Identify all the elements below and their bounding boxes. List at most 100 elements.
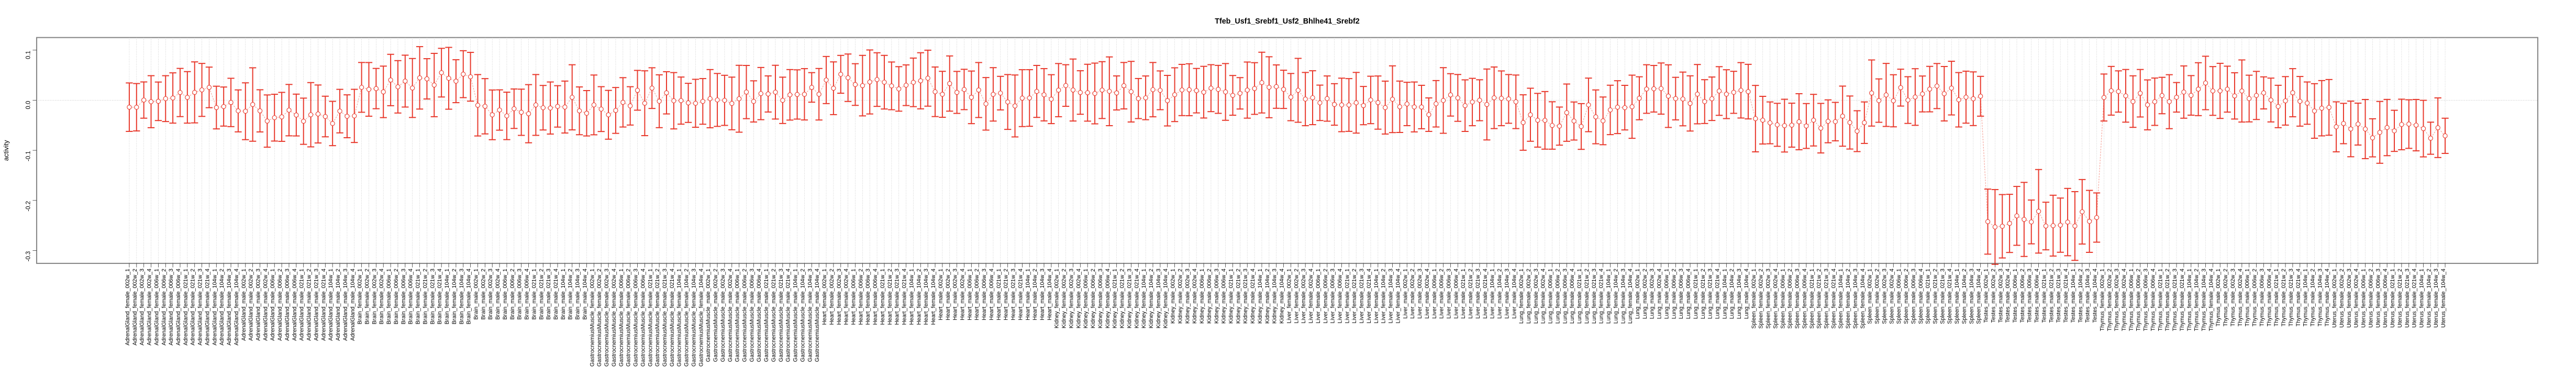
svg-text:Thymus_female_104w_4: Thymus_female_104w_4	[2208, 269, 2214, 331]
svg-text:AdrenalGland_male_104w_2: AdrenalGland_male_104w_2	[335, 269, 341, 341]
svg-text:Brain_male_104w_1: Brain_male_104w_1	[560, 269, 567, 319]
svg-text:Spleen_male_104w_1: Spleen_male_104w_1	[1954, 269, 1960, 324]
svg-text:Spleen_male_006w_4: Spleen_male_006w_4	[1918, 269, 1924, 324]
svg-text:Lung_female_002w_4: Lung_female_002w_4	[1540, 269, 1547, 324]
svg-text:Testes_male_006w_1: Testes_male_006w_1	[2012, 269, 2018, 323]
svg-text:Kidney_female_006w_3: Kidney_female_006w_3	[1097, 269, 1104, 328]
svg-text:Kidney_female_104w_2: Kidney_female_104w_2	[1148, 269, 1154, 328]
svg-text:AdrenalGland_female_006w_3: AdrenalGland_female_006w_3	[168, 269, 174, 346]
svg-text:Spleen_female_104w_2: Spleen_female_104w_2	[1845, 269, 1851, 329]
svg-text:AdrenalGland_male_002w_3: AdrenalGland_male_002w_3	[256, 269, 262, 341]
svg-text:Brain_male_006w_1: Brain_male_006w_1	[502, 269, 508, 319]
svg-text:Lung_female_104w_3: Lung_female_104w_3	[1620, 269, 1626, 324]
svg-text:AdrenalGland_female_002w_1: AdrenalGland_female_002w_1	[125, 269, 131, 346]
svg-text:Uterus_female_002w_1: Uterus_female_002w_1	[2331, 269, 2338, 328]
svg-text:Liver_male_002w_4: Liver_male_002w_4	[1424, 269, 1430, 319]
svg-text:AdrenalGland_female_021w_4: AdrenalGland_female_021w_4	[204, 269, 210, 346]
svg-text:Testes_male_104w_2: Testes_male_104w_2	[2078, 269, 2084, 323]
svg-text:Uterus_female_006w_4: Uterus_female_006w_4	[2382, 269, 2389, 328]
svg-text:Spleen_female_104w_3: Spleen_female_104w_3	[1852, 269, 1859, 329]
svg-text:Brain_female_006w_2: Brain_female_006w_2	[393, 269, 399, 324]
svg-text:Uterus_female_021w_2: Uterus_female_021w_2	[2397, 269, 2403, 328]
svg-text:Liver_female_006w_1: Liver_female_006w_1	[1315, 269, 1322, 324]
svg-text:AdrenalGland_female_002w_2: AdrenalGland_female_002w_2	[132, 269, 138, 346]
svg-text:Brain_male_006w_2: Brain_male_006w_2	[509, 269, 516, 319]
svg-text:Uterus_female_006w_1: Uterus_female_006w_1	[2361, 269, 2367, 328]
svg-text:Spleen_male_002w_1: Spleen_male_002w_1	[1867, 269, 1873, 324]
svg-text:Kidney_female_104w_3: Kidney_female_104w_3	[1156, 269, 1162, 328]
svg-text:Heart_male_002w_1: Heart_male_002w_1	[938, 269, 944, 320]
svg-text:Kidney_female_002w_3: Kidney_female_002w_3	[1068, 269, 1074, 328]
svg-text:Liver_male_006w_1: Liver_male_006w_1	[1431, 269, 1438, 319]
svg-text:Kidney_male_021w_3: Kidney_male_021w_3	[1242, 269, 1249, 324]
svg-text:Liver_female_021w_3: Liver_female_021w_3	[1359, 269, 1365, 324]
svg-text:Thymus_male_002w_2: Thymus_male_002w_2	[2223, 269, 2229, 327]
svg-text:Thymus_male_002w_4: Thymus_male_002w_4	[2237, 269, 2244, 327]
svg-text:Lung_male_002w_2: Lung_male_002w_2	[1642, 269, 1648, 319]
svg-text:Tfeb_Usf1_Srebf1_Usf2_Bhlhe41_: Tfeb_Usf1_Srebf1_Usf2_Bhlhe41_Srebf2	[1215, 17, 1360, 26]
svg-text:Liver_female_021w_2: Liver_female_021w_2	[1351, 269, 1358, 324]
svg-text:Liver_male_002w_1: Liver_male_002w_1	[1402, 269, 1408, 319]
svg-text:Brain_female_104w_4: Brain_female_104w_4	[466, 269, 472, 324]
svg-text:Testes_male_006w_3: Testes_male_006w_3	[2027, 269, 2033, 323]
svg-text:Thymus_female_021w_3: Thymus_female_021w_3	[2172, 269, 2178, 331]
svg-text:GastrocnemiusMuscle_female_104: GastrocnemiusMuscle_female_104w_2	[684, 269, 690, 367]
svg-text:Lung_male_006w_1: Lung_male_006w_1	[1663, 269, 1670, 319]
svg-text:Spleen_female_006w_3: Spleen_female_006w_3	[1794, 269, 1801, 329]
svg-text:Kidney_male_021w_2: Kidney_male_021w_2	[1235, 269, 1241, 324]
svg-text:GastrocnemiusMuscle_female_006: GastrocnemiusMuscle_female_006w_3	[633, 269, 639, 367]
svg-text:Spleen_female_104w_4: Spleen_female_104w_4	[1860, 269, 1866, 329]
svg-text:Heart_male_104w_1: Heart_male_104w_1	[1025, 269, 1031, 320]
svg-text:GastrocnemiusMuscle_male_002w_: GastrocnemiusMuscle_male_002w_3	[720, 269, 726, 362]
svg-text:Liver_female_104w_2: Liver_female_104w_2	[1381, 269, 1387, 324]
svg-text:AdrenalGland_male_104w_3: AdrenalGland_male_104w_3	[342, 269, 349, 341]
svg-text:Heart_female_006w_2: Heart_female_006w_2	[858, 269, 864, 325]
svg-text:Brain_female_021w_1: Brain_female_021w_1	[415, 269, 421, 324]
svg-text:Spleen_female_002w_2: Spleen_female_002w_2	[1758, 269, 1764, 329]
svg-text:Spleen_female_006w_2: Spleen_female_006w_2	[1787, 269, 1793, 329]
svg-text:Thymus_male_006w_2: Thymus_male_006w_2	[2252, 269, 2258, 327]
svg-text:AdrenalGland_female_002w_3: AdrenalGland_female_002w_3	[139, 269, 146, 346]
svg-text:Thymus_male_021w_2: Thymus_male_021w_2	[2281, 269, 2287, 327]
svg-text:GastrocnemiusMuscle_female_002: GastrocnemiusMuscle_female_002w_4	[611, 269, 617, 367]
svg-text:Lung_female_002w_2: Lung_female_002w_2	[1526, 269, 1532, 324]
svg-text:Liver_female_104w_4: Liver_female_104w_4	[1395, 269, 1401, 324]
svg-text:Testes_male_104w_4: Testes_male_104w_4	[2092, 269, 2098, 323]
svg-text:Uterus_female_002w_2: Uterus_female_002w_2	[2339, 269, 2345, 328]
svg-text:Spleen_female_021w_2: Spleen_female_021w_2	[1816, 269, 1823, 329]
svg-text:Lung_female_002w_1: Lung_female_002w_1	[1518, 269, 1525, 324]
svg-text:Thymus_female_021w_2: Thymus_female_021w_2	[2164, 269, 2171, 331]
svg-text:Uterus_female_006w_3: Uterus_female_006w_3	[2375, 269, 2381, 328]
svg-text:Testes_male_021w_3: Testes_male_021w_3	[2056, 269, 2062, 323]
svg-text:Spleen_male_104w_3: Spleen_male_104w_3	[1969, 269, 1975, 324]
svg-text:Kidney_male_002w_3: Kidney_male_002w_3	[1184, 269, 1191, 324]
svg-text:Liver_female_006w_3: Liver_female_006w_3	[1330, 269, 1336, 324]
svg-text:Heart_male_021w_3: Heart_male_021w_3	[1011, 269, 1017, 320]
svg-text:Thymus_male_006w_3: Thymus_male_006w_3	[2259, 269, 2265, 327]
svg-text:GastrocnemiusMuscle_male_021w_: GastrocnemiusMuscle_male_021w_1	[763, 269, 770, 362]
svg-text:Kidney_female_021w_3: Kidney_female_021w_3	[1126, 269, 1132, 328]
svg-text:Thymus_male_002w_1: Thymus_male_002w_1	[2215, 269, 2222, 327]
svg-text:AdrenalGland_male_021w_4: AdrenalGland_male_021w_4	[320, 269, 327, 341]
svg-text:Heart_female_002w_2: Heart_female_002w_2	[829, 269, 835, 325]
svg-text:Thymus_female_002w_1: Thymus_female_002w_1	[2099, 269, 2105, 331]
svg-text:Heart_male_104w_4: Heart_male_104w_4	[1047, 269, 1053, 320]
svg-text:Liver_male_006w_4: Liver_male_006w_4	[1453, 269, 1459, 319]
svg-text:GastrocnemiusMuscle_male_006w_: GastrocnemiusMuscle_male_006w_4	[756, 269, 762, 362]
svg-text:Spleen_male_104w_4: Spleen_male_104w_4	[1976, 269, 1982, 324]
svg-text:Spleen_male_006w_3: Spleen_male_006w_3	[1911, 269, 1917, 324]
svg-text:Brain_male_006w_3: Brain_male_006w_3	[517, 269, 523, 319]
svg-text:Heart_female_104w_4: Heart_female_104w_4	[930, 269, 937, 325]
svg-text:Lung_male_104w_3: Lung_male_104w_3	[1736, 269, 1742, 319]
svg-text:Lung_male_002w_1: Lung_male_002w_1	[1635, 269, 1641, 319]
svg-text:GastrocnemiusMuscle_male_006w_: GastrocnemiusMuscle_male_006w_1	[735, 269, 741, 362]
svg-text:GastrocnemiusMuscle_female_002: GastrocnemiusMuscle_female_002w_3	[604, 269, 610, 367]
svg-text:Kidney_female_002w_1: Kidney_female_002w_1	[1054, 269, 1060, 328]
svg-text:Kidney_female_021w_4: Kidney_female_021w_4	[1134, 269, 1140, 328]
svg-text:GastrocnemiusMuscle_male_021w_: GastrocnemiusMuscle_male_021w_3	[778, 269, 784, 362]
svg-text:Thymus_male_104w_2: Thymus_male_104w_2	[2309, 269, 2316, 327]
svg-text:Kidney_male_002w_1: Kidney_male_002w_1	[1170, 269, 1176, 324]
svg-text:Kidney_male_104w_4: Kidney_male_104w_4	[1279, 269, 1285, 324]
svg-text:Kidney_female_006w_1: Kidney_female_006w_1	[1083, 269, 1089, 328]
svg-text:Liver_male_006w_2: Liver_male_006w_2	[1439, 269, 1445, 319]
